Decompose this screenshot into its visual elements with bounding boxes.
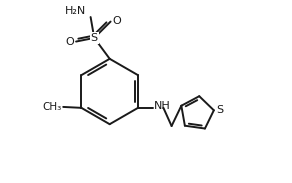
Text: S: S <box>216 105 223 115</box>
Text: NH: NH <box>154 101 171 111</box>
Text: O: O <box>113 16 121 26</box>
Text: O: O <box>65 37 74 46</box>
Text: H₂N: H₂N <box>65 6 86 16</box>
Text: CH₃: CH₃ <box>43 102 62 112</box>
Text: S: S <box>91 33 98 43</box>
